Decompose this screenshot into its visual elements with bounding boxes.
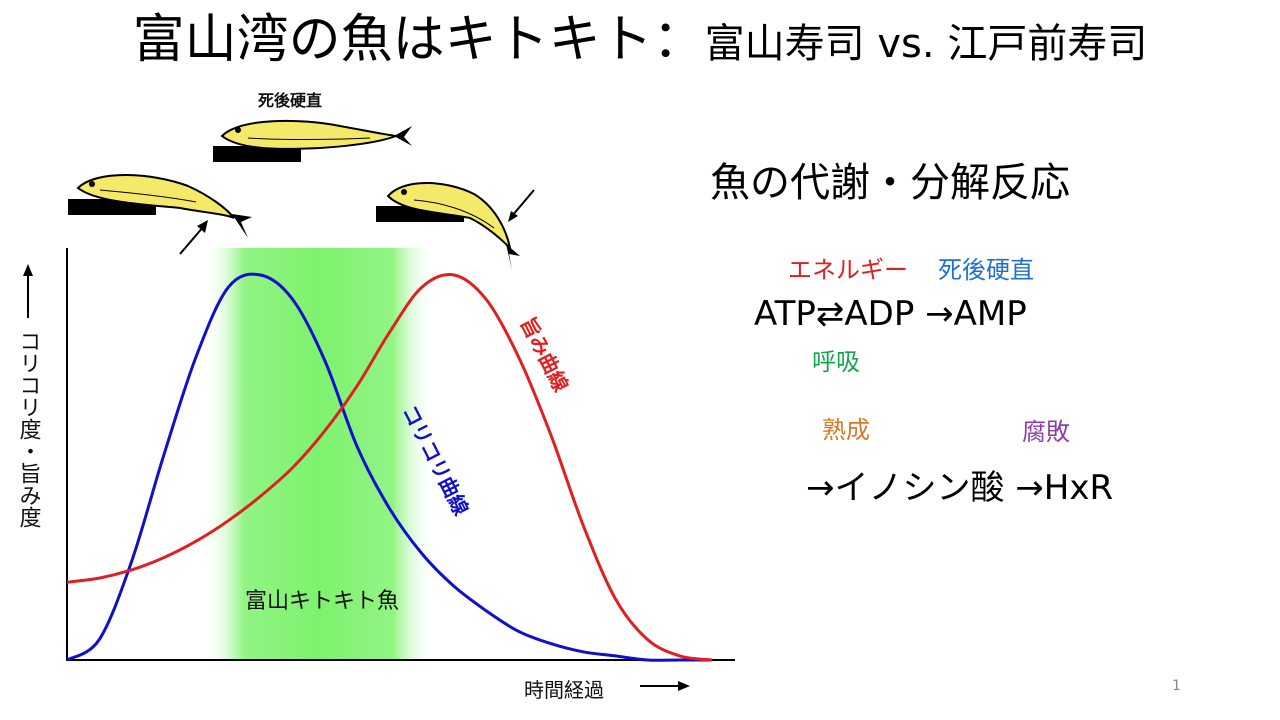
atp-formula: ATP⇄ADP →AMP xyxy=(754,294,1027,334)
respiration-label: 呼吸 xyxy=(812,348,860,376)
energy-label: エネルギー xyxy=(788,256,908,284)
ripening-label: 熟成 xyxy=(822,416,870,444)
kitokito-highlight-zone xyxy=(202,248,435,660)
title-main: 富山湾の魚はキトキト： xyxy=(132,10,705,70)
page-number: 1 xyxy=(1172,678,1181,694)
crunch-curve-line xyxy=(66,272,712,662)
x-axis-label: 時間経過 xyxy=(524,678,604,702)
umami-curve-line xyxy=(66,273,713,662)
metabolism-heading: 魚の代謝・分解反応 xyxy=(710,160,1070,206)
y-axis-arrow xyxy=(23,264,33,318)
zone-label: 富山キトキト魚 xyxy=(245,589,399,614)
rigor-label: 死後硬直 xyxy=(938,256,1034,284)
rigor-fish-icon xyxy=(213,119,412,162)
x-axis-arrow xyxy=(640,681,690,691)
inosinic-formula: →イノシン酸 →HxR xyxy=(806,468,1114,508)
umami-curve-label: 旨み曲線 xyxy=(516,313,574,395)
fresh-fish-icon xyxy=(68,174,252,255)
slide-title: 富山湾の魚はキトキト：富山寿司 vs. 江戸前寿司 xyxy=(0,14,1280,66)
rigor-mortis-label: 死後硬直 xyxy=(258,91,322,110)
title-sub: 富山寿司 vs. 江戸前寿司 xyxy=(704,21,1148,67)
y-axis-label: コリコリ度・旨み度 xyxy=(16,330,42,528)
decay-label: 腐敗 xyxy=(1022,418,1070,446)
relaxed-fish-icon xyxy=(376,182,535,270)
